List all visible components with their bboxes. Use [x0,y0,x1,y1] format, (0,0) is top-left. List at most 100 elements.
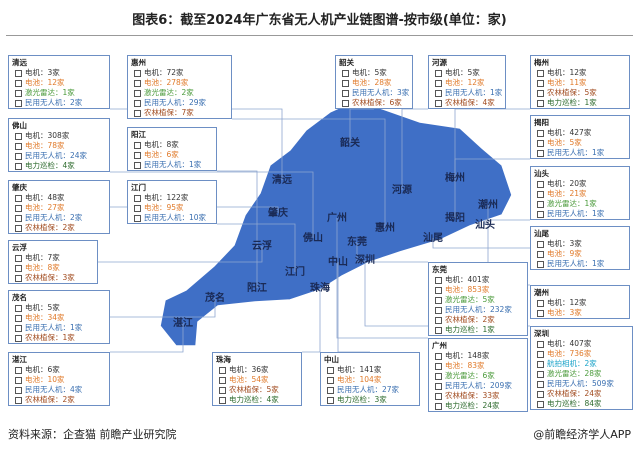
checkbox [15,264,22,272]
checkbox [15,254,22,262]
city-box: 珠海 电机：36家 电池：54家 农林植保：5家 电力巡检：4家 [212,352,302,406]
city-name: 揭阳 [534,118,549,127]
checkbox [15,214,22,222]
item-text: 农林植保：1家 [25,333,75,342]
item: 电机：3家 [12,68,106,78]
item-text: 电机：148家 [445,351,490,360]
checkbox [435,382,442,390]
checkbox [219,386,226,394]
checkbox [435,392,442,400]
item: 电池：104家 [324,375,416,385]
checkbox [537,250,544,258]
item: 电机：401家 [432,275,524,285]
item: 激光雷达：1家 [534,199,626,209]
city-name: 阳江 [131,130,146,139]
item: 电池：8家 [12,263,94,273]
item-text: 民用无人机：509家 [547,379,614,388]
item: 电池：10家 [12,375,106,385]
leader-line [401,108,428,190]
item-text: 电力巡检：1家 [547,98,597,107]
item: 民用无人机：1家 [534,209,626,219]
item-text: 电机：5家 [25,303,60,312]
checkbox [342,79,349,87]
city-label: 清远 [272,173,292,186]
item-text: 电池：27家 [25,203,65,212]
item-text: 电机：5家 [352,68,387,77]
checkbox [15,366,22,374]
item-text: 激光雷达：1家 [547,199,597,208]
item: 电力巡检：1家 [534,98,626,108]
city-box: 潮州 电机：12家 电池：3家 [530,285,630,319]
city-name: 清远 [12,58,27,67]
item-text: 电池：54家 [229,375,269,384]
item: 激光雷达：5家 [432,295,524,305]
checkbox [134,141,141,149]
city-box: 江门 电机：122家 电池：95家 民用无人机：10家 [127,180,217,224]
item: 电池：78家 [12,141,106,151]
item: 民用无人机：509家 [534,379,629,389]
leader-line [454,158,530,218]
checkbox [435,296,442,304]
item-text: 电机：12家 [547,68,587,77]
checkbox [435,316,442,324]
checkbox [15,386,22,394]
item: 电池：54家 [216,375,298,385]
item: 电机：8家 [131,140,213,150]
checkbox [134,79,141,87]
item-text: 激光雷达：28家 [547,369,602,378]
item: 农林植保：1家 [12,333,106,343]
city-label: 韶关 [340,136,360,149]
checkbox [435,326,442,334]
city-name: 江门 [131,183,146,192]
checkbox [219,396,226,404]
item: 电机：20家 [534,179,626,189]
item-text: 电力巡检：1家 [445,325,495,334]
item: 电机：6家 [12,365,106,375]
item-text: 农林植保：2家 [445,315,495,324]
city-box: 梅州 电机：12家 电池：11家 农林植保：5家 电力巡检：1家 [530,55,630,109]
city-box: 佛山 电机：308家 电池：78家 民用无人机：24家 电力巡检：4家 [8,118,110,172]
city-label: 茂名 [205,291,225,304]
item-text: 农林植保：2家 [25,395,75,404]
brand: @前瞻经济学人APP [533,428,631,441]
checkbox [327,386,334,394]
item: 农林植保：4家 [432,98,502,108]
city-name: 湛江 [12,355,27,364]
city-box: 揭阳 电机：427家 电池：5家 民用无人机：1家 [530,115,630,159]
item: 民用无人机：1家 [432,88,502,98]
city-box: 阳江 电机：8家 电池：6家 民用无人机：1家 [127,127,217,171]
checkbox [435,352,442,360]
leader-line [98,246,263,263]
item-text: 民用无人机：10家 [144,213,207,222]
item-text: 电池：83家 [445,361,485,370]
item: 农林植保：2家 [12,395,106,405]
city-label: 深圳 [355,253,375,266]
checkbox [435,402,442,410]
rule [6,35,633,36]
city-label: 佛山 [302,231,323,244]
checkbox [537,190,544,198]
checkbox [537,240,544,248]
item-text: 电池：12家 [445,78,485,87]
item: 激光雷达：1家 [12,88,106,98]
checkbox [342,69,349,77]
item: 电机：12家 [534,68,626,78]
leader-line [356,242,428,263]
item-text: 农林植保：6家 [352,98,402,107]
item: 农林植保：6家 [339,98,409,108]
item-text: 电机：401家 [445,275,490,284]
checkbox [342,89,349,97]
item: 民用无人机：3家 [339,88,409,98]
item: 民用无人机：4家 [12,385,106,395]
city-name: 汕尾 [534,229,549,238]
city-name: 惠州 [131,58,146,67]
checkbox [219,366,226,374]
item: 电机：36家 [216,365,298,375]
checkbox [537,380,544,388]
leader-line [110,323,184,353]
item-text: 农林植保：4家 [445,98,495,107]
city-label: 汕尾 [423,231,443,244]
checkbox [15,396,22,404]
item: 电池：21家 [534,189,626,199]
